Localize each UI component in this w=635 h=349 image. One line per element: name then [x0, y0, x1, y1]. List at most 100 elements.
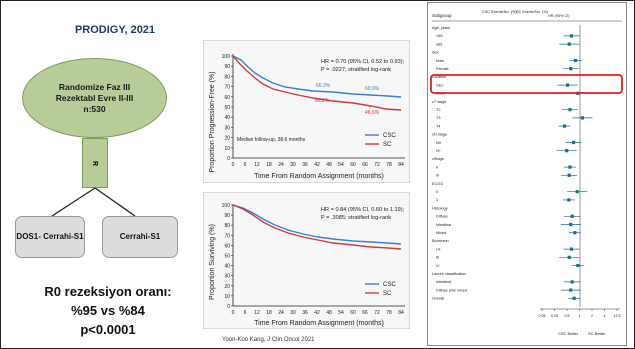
os-xtick-label: 72 — [374, 310, 380, 316]
forest-estimate-marker — [567, 255, 571, 259]
forest-row-label: Diffuse — [436, 215, 448, 219]
forest-rows: Age, years <65 ≥65 Sex Male Female Location GEJ… — [432, 26, 608, 301]
forest-axis-label: 0.25 — [551, 314, 558, 318]
os-ytick-label: 90 — [224, 213, 230, 219]
forest-row-label: <65 — [436, 34, 442, 38]
pfs-ytick-label: 80 — [224, 74, 230, 80]
forest-row-label: ≥65 — [436, 42, 442, 46]
pfs-ytick-label: 10 — [224, 146, 230, 152]
os-hr-text: HR = 0.84 (95% CI, 0.60 to 1.19); — [321, 207, 405, 213]
os-ytick-label: 80 — [224, 223, 230, 229]
pfs-xtick-label: 0 — [232, 162, 235, 168]
forest-row-label: Age, years — [432, 26, 450, 30]
forest-row-label: Histology — [432, 206, 448, 210]
pfs-xtick-label: 72 — [374, 162, 380, 168]
pfs-ytick-label: 90 — [224, 64, 230, 70]
forest-estimate-marker — [567, 198, 571, 202]
os-ytick-label: 60 — [224, 243, 230, 249]
forest-estimate-marker — [572, 296, 576, 300]
pfs-ylabel: Proportion Progression-Free (%) — [209, 71, 216, 172]
pfs-xtick-label: 24 — [278, 162, 284, 168]
forest-axis-label: 1 — [579, 314, 581, 318]
pfs-csc-curve — [232, 55, 402, 98]
forest-row-label: T2 — [436, 108, 440, 112]
pfs-ytick-label: 0 — [227, 156, 230, 162]
os-sc-curve — [232, 204, 402, 250]
forest-row-label: 1 — [436, 198, 438, 202]
forest-row-label: N+ — [436, 149, 442, 153]
os-csc-curve — [232, 204, 402, 245]
forest-row-label: II — [436, 165, 438, 169]
forest-row-label: GEJ — [436, 83, 443, 87]
forest-row-label: Mixed — [436, 231, 446, 235]
forest-estimate-marker — [568, 108, 572, 112]
os-ytick-label: 40 — [224, 264, 230, 270]
pfs-legend-csc: CSC — [383, 133, 396, 139]
forest-row-label: III — [436, 174, 439, 178]
os-xtick-label: 12 — [254, 310, 260, 316]
forest-row-label: I-II — [436, 247, 440, 251]
forest-estimate-marker — [567, 42, 571, 46]
pfs-xtick-label: 6 — [244, 162, 247, 168]
os-legend-sc: SC — [383, 291, 392, 297]
os-p-text: P = .3085; stratified log-rank — [321, 215, 391, 221]
pfs-xtick-label: 84 — [398, 162, 404, 168]
pfs-hr-text: HR = 0.70 (95% CI, 0.52 to 0.93); — [321, 59, 405, 65]
os-ytick-label: 10 — [224, 294, 230, 300]
pfs-p-text: P = .0227; stratified log-rank — [321, 67, 391, 73]
os-ytick-label: 50 — [224, 254, 230, 260]
oval-line-1: Randomize Faz III — [58, 81, 131, 92]
pfs-ytick-label: 20 — [224, 136, 230, 142]
arm-dos-cerrahi: DOS1- Cerrahi-S1 — [15, 216, 85, 258]
forest-row-label: N0 — [436, 141, 441, 145]
forest-row-label: cN stage — [432, 133, 447, 137]
randomization-r-box: R — [82, 138, 108, 188]
forest-estimate-marker — [569, 288, 573, 292]
branch-lines — [51, 187, 136, 217]
os-xtick-label: 84 — [398, 310, 404, 316]
pfs-ytick-label: 40 — [224, 115, 230, 121]
os-xtick-label: 48 — [326, 310, 332, 316]
os-xtick-label: 42 — [314, 310, 320, 316]
forest-estimate-marker — [568, 165, 572, 169]
result-text: R0 rezeksiyon oranı: %95 vs %84 p<0.0001 — [18, 282, 198, 339]
os-xtick-label: 36 — [302, 310, 308, 316]
os-xtick-label: 6 — [244, 310, 247, 316]
randomization-oval: Randomize Faz III Rezektabl Evre II-III … — [22, 58, 167, 138]
pfs-xtick-label: 54 — [338, 162, 344, 168]
forest-estimate-marker — [573, 58, 578, 63]
forest-estimate-marker — [576, 263, 580, 268]
pfs-y-ticks: 0 10 20 30 40 50 60 70 80 90 100 — [222, 54, 233, 162]
os-xtick-label: 60 — [350, 310, 356, 316]
forest-header-sc: SC Events/No. (%) — [516, 10, 549, 14]
os-xtick-label: 18 — [266, 310, 272, 316]
result-line-1: R0 rezeksiyon oranı: — [44, 284, 172, 299]
forest-row-label: cT stage — [432, 100, 447, 104]
os-xtick-label: 66 — [362, 310, 368, 316]
forest-estimate-marker — [569, 247, 574, 251]
forest-estimate-marker — [580, 116, 585, 120]
forest-axis-label: 2 — [591, 314, 593, 318]
forest-row-label: III — [436, 256, 439, 260]
pfs-legend-sc: SC — [383, 142, 392, 148]
forest-estimate-marker — [573, 231, 577, 235]
forest-estimate-marker — [571, 140, 576, 145]
forest-header-subgroup: Subgroup — [432, 13, 452, 18]
forest-highlight-box — [430, 74, 623, 94]
pfs-csc-label-1: 66.3% — [316, 83, 331, 89]
pfs-ytick-label: 100 — [222, 54, 231, 60]
branch-left-line — [51, 187, 96, 217]
forest-plot-panel: Subgroup CSC Events/No. (%) SC Events/No… — [427, 2, 627, 346]
os-ytick-label: 100 — [222, 203, 231, 209]
pfs-ytick-label: 70 — [224, 85, 230, 91]
pfs-xlabel: Time From Random Assignment (months) — [254, 173, 384, 180]
forest-estimate-marker — [567, 173, 571, 177]
slide-title: PRODIGY, 2021 — [74, 24, 156, 36]
forest-axis-label: 0.05 — [539, 314, 546, 318]
os-xtick-label: 0 — [232, 310, 235, 316]
forest-estimate-marker — [565, 149, 569, 153]
pfs-ytick-label: 60 — [224, 95, 230, 101]
forest-row-label: Laurén classification — [432, 272, 466, 276]
forest-footer-left: CSC Better — [558, 331, 579, 336]
forest-axis-label: 12.5 — [614, 314, 621, 318]
